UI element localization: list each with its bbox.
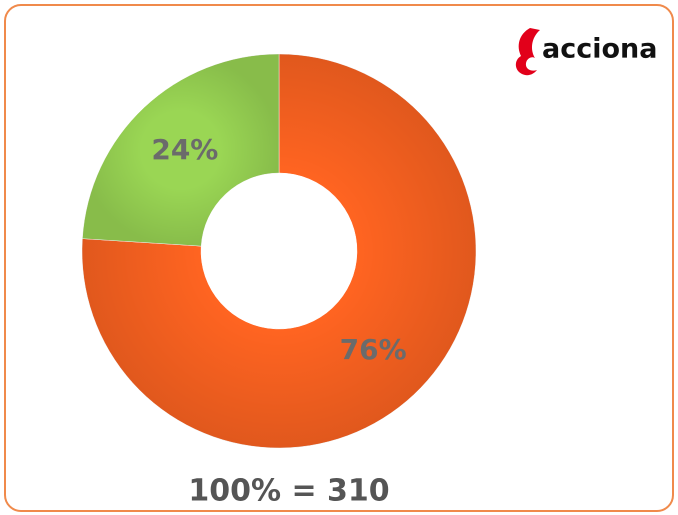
annotation: 100% = 310 bbox=[188, 474, 389, 509]
logo-icon bbox=[515, 28, 540, 76]
value-label: 24% bbox=[151, 133, 218, 166]
logo-text: acciona bbox=[542, 34, 657, 65]
value-label: 76% bbox=[340, 333, 407, 366]
logo: acciona bbox=[515, 28, 657, 76]
